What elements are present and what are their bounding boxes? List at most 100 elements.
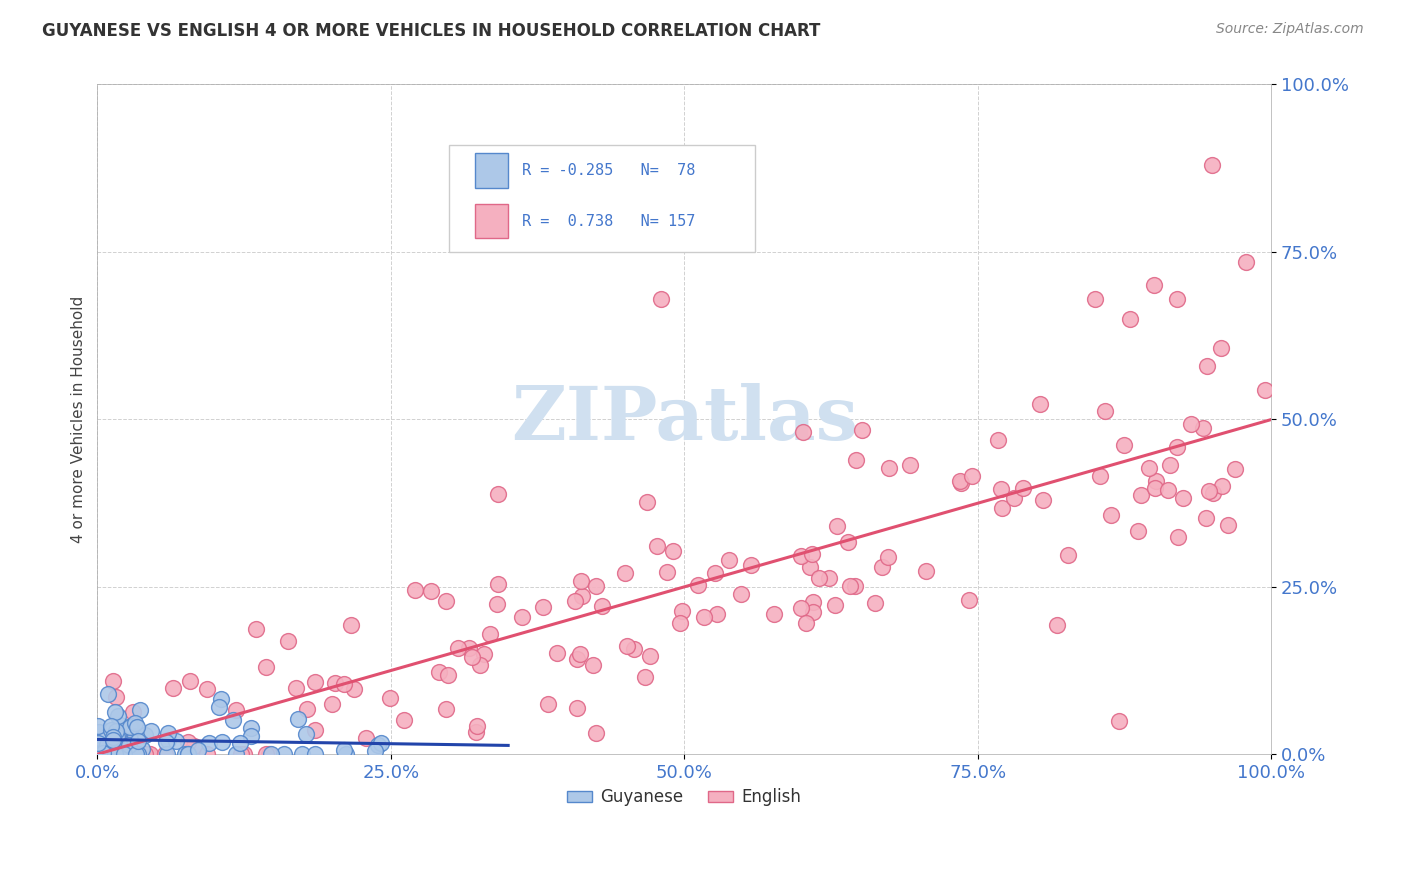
Point [1234,254,1257,268]
Point [567,652,589,666]
Point [990,482,1012,496]
Point [1143,278,1166,293]
Point [93,747,115,762]
Point [706,607,728,621]
Point [131,747,153,762]
Point [239,721,262,735]
Point [794,615,817,630]
Point [211,735,233,749]
Point [623,642,645,657]
Point [1114,438,1136,452]
Point [367,738,389,752]
Point [1056,548,1078,562]
Point [96,746,118,760]
Point [101,733,124,747]
Point [240,730,263,744]
Point [1198,484,1220,499]
Point [718,553,741,567]
Point [1137,461,1160,475]
Point [957,593,980,607]
Point [122,706,145,720]
Point [104,732,127,747]
Point [107,742,129,756]
Point [321,698,343,712]
Text: R = -0.285   N=  78: R = -0.285 N= 78 [522,163,696,178]
Point [222,714,245,728]
Point [865,596,887,610]
Point [129,704,152,718]
Point [1143,481,1166,495]
Point [209,692,232,706]
Point [127,734,149,748]
Point [436,668,458,682]
Point [233,747,256,762]
Point [91,746,114,760]
Point [100,747,122,762]
Point [94,747,117,762]
Point [107,708,129,723]
Point [990,501,1012,516]
Point [876,550,898,565]
Point [569,647,592,661]
Point [127,747,149,762]
Point [177,747,200,762]
Point [616,639,638,653]
Point [404,583,426,598]
Point [335,747,357,762]
Point [153,747,176,762]
Point [118,738,141,752]
Point [470,658,492,673]
Point [671,604,693,618]
Point [1099,508,1122,522]
Point [485,597,508,611]
Point [1002,491,1025,505]
Point [112,747,135,762]
Point [108,718,131,732]
Point [801,605,824,619]
Point [118,720,141,734]
Point [370,736,392,750]
Point [229,736,252,750]
Point [1157,483,1180,498]
Point [898,458,921,472]
Point [1211,479,1233,493]
Point [104,747,127,762]
Point [100,718,122,732]
Point [844,579,866,593]
Point [97,687,120,701]
Point [1144,475,1167,489]
Point [801,594,824,608]
Point [960,468,983,483]
Point [195,681,218,696]
Point [136,747,159,762]
Point [1084,292,1107,306]
Point [645,539,668,553]
Point [1130,488,1153,502]
Point [256,747,278,762]
Point [134,728,156,742]
Point [1201,158,1223,172]
Point [229,747,252,762]
Point [571,589,593,603]
Point [636,494,658,508]
Point [569,574,592,588]
Point [949,474,972,488]
Point [1094,404,1116,418]
Y-axis label: 4 or more Vehicles in Household: 4 or more Vehicles in Household [72,296,86,543]
Point [1046,617,1069,632]
Point [96,746,118,760]
Point [537,697,560,711]
Point [1173,491,1195,505]
Point [585,579,607,593]
Point [447,641,470,656]
Point [90,747,112,762]
Text: ZIPatlas: ZIPatlas [510,383,858,456]
Point [486,577,509,591]
Point [139,723,162,738]
Point [1166,441,1188,455]
Point [245,622,267,636]
Point [824,598,846,612]
Point [613,566,636,581]
Point [634,670,657,684]
Point [294,726,316,740]
